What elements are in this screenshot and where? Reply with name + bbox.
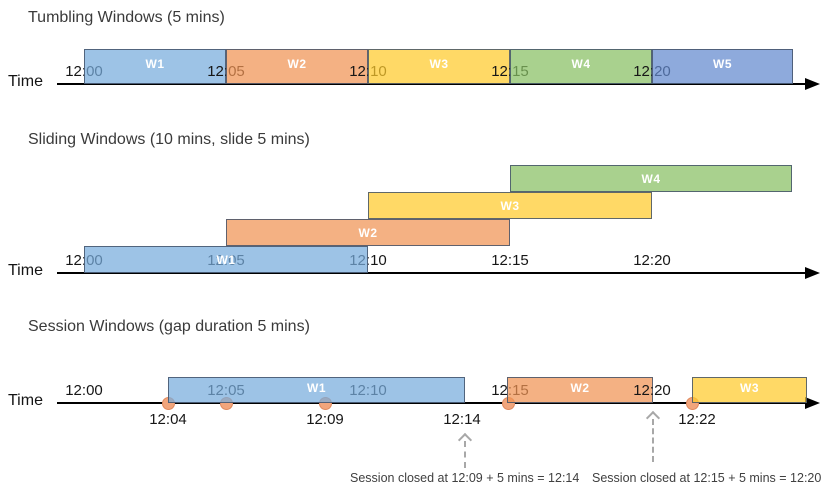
section-title: Sliding Windows (10 mins, slide 5 mins) (28, 131, 310, 148)
tick-label: 12:20 (633, 252, 671, 269)
window-bar-label: W3 (500, 198, 520, 213)
time-axis (57, 402, 806, 404)
axis-arrowhead-icon (805, 78, 820, 90)
window-bar: W4 (510, 49, 652, 84)
section-title: Session Windows (gap duration 5 mins) (28, 318, 310, 335)
window-bar: W3 (368, 49, 510, 84)
tick-label: 12:20 (633, 382, 671, 399)
window-bar-label: W2 (287, 57, 307, 71)
callout-arrow-stem (652, 419, 654, 462)
window-bar: W1 (168, 377, 465, 403)
tick-label: 12:00 (65, 382, 103, 399)
window-bar: W1 (84, 246, 368, 273)
window-bar-label: W2 (358, 225, 378, 240)
event-time-label: 12:04 (149, 411, 187, 428)
window-bar: W3 (692, 377, 807, 403)
window-bar: W2 (226, 49, 368, 84)
window-bar-label: W1 (216, 252, 236, 267)
window-bar-label: W2 (570, 380, 590, 395)
section-title: Tumbling Windows (5 mins) (28, 9, 225, 26)
callout-text: Session closed at 12:09 + 5 mins = 12:14 (350, 471, 580, 485)
time-axis-label: Time (8, 392, 43, 409)
window-bar-label: W3 (740, 380, 759, 395)
window-bar: W5 (652, 49, 793, 84)
axis-arrowhead-icon (805, 267, 820, 279)
window-bar-label: W1 (145, 57, 165, 71)
time-axis-label: Time (8, 73, 43, 90)
axis-arrowhead-icon (805, 397, 820, 409)
event-time-label: 12:09 (306, 411, 344, 428)
window-bar: W2 (507, 377, 653, 403)
event-time-label: 12:14 (443, 411, 481, 428)
window-bar-label: W4 (571, 57, 591, 71)
tick-label: 12:15 (491, 252, 529, 269)
window-bar-label: W4 (641, 171, 661, 186)
window-bar-label: W5 (713, 57, 732, 71)
window-bar-label: W3 (429, 57, 449, 71)
time-axis-label: Time (8, 262, 43, 279)
window-bar: W2 (226, 219, 510, 246)
window-bar: W4 (510, 165, 792, 192)
window-bar: W1 (84, 49, 226, 84)
window-bar-label: W1 (307, 380, 326, 395)
callout-arrow-stem (464, 441, 466, 468)
event-time-label: 12:22 (678, 411, 716, 428)
time-axis (57, 83, 806, 85)
callout-text: Session closed at 12:15 + 5 mins = 12:20 (592, 471, 822, 485)
time-axis (57, 272, 806, 274)
window-bar: W3 (368, 192, 652, 219)
